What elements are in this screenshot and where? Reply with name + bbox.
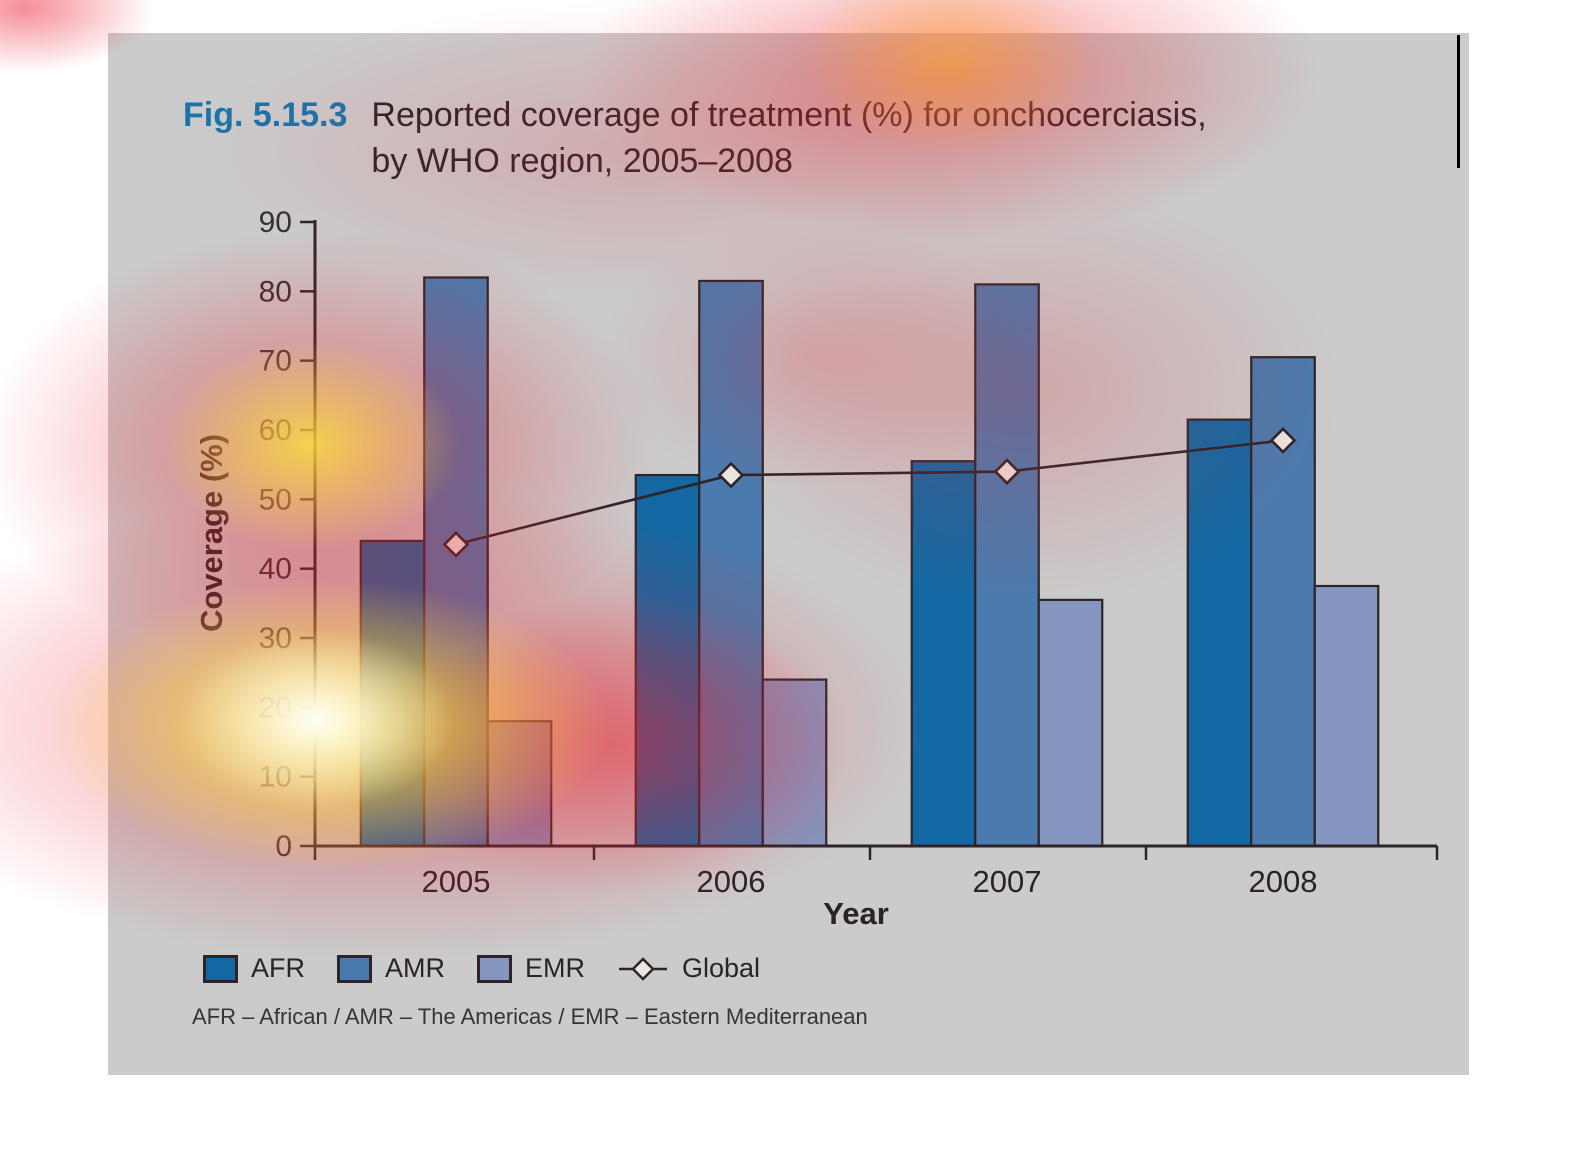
x-tick-label-2006: 2006	[697, 864, 766, 899]
bar-EMR-2006	[761, 678, 828, 848]
legend-item-Global: Global	[617, 953, 760, 984]
legend-swatch-EMR	[477, 954, 512, 983]
y-axis-title: Coverage (%)	[194, 433, 229, 633]
bar-AFR-2005	[359, 539, 426, 848]
y-tick-label-30: 30	[259, 622, 292, 655]
legend-label-AMR: AMR	[385, 953, 445, 983]
y-tick-label-50: 50	[259, 483, 292, 516]
legend-footnote: AFR – African / AMR – The Americas / EMR…	[192, 1004, 868, 1029]
y-tick-label-0: 0	[275, 830, 292, 863]
legend-item-EMR: EMR	[477, 953, 585, 984]
x-tick-label-2008: 2008	[1249, 864, 1318, 899]
legend-item-AFR: AFR	[203, 953, 305, 984]
y-tick-label-60: 60	[259, 414, 292, 447]
legend-label-AFR: AFR	[251, 953, 305, 983]
legend-global-line-icon	[619, 956, 667, 981]
y-tick-label-70: 70	[259, 345, 292, 378]
x-tick-label-2007: 2007	[973, 864, 1042, 899]
y-tick-label-80: 80	[259, 275, 292, 308]
bar-AFR-2008	[1186, 418, 1253, 848]
bar-AFR-2006	[634, 473, 701, 848]
y-tick-label-40: 40	[259, 553, 292, 586]
legend-swatch-AMR	[337, 954, 372, 983]
legend-label-Global: Global	[682, 953, 761, 983]
x-axis-title: Year	[823, 896, 889, 931]
chart-legend: AFR AMR EMR Global	[203, 953, 760, 984]
bar-AFR-2007	[910, 460, 977, 848]
y-tick-label-20: 20	[259, 691, 292, 724]
bar-EMR-2007	[1037, 598, 1104, 848]
legend-item-AMR: AMR	[337, 953, 445, 984]
global-line	[455, 439, 1284, 546]
legend-label-EMR: EMR	[525, 953, 585, 983]
bar-AMR-2007	[974, 283, 1040, 848]
y-tick-label-90: 90	[259, 206, 292, 239]
y-tick-label-10: 10	[259, 761, 292, 794]
bar-AMR-2006	[698, 279, 764, 848]
bar-EMR-2005	[486, 720, 553, 848]
bar-EMR-2008	[1313, 584, 1380, 848]
x-tick-label-2005: 2005	[422, 864, 491, 899]
legend-swatch-AFR	[203, 954, 238, 983]
bar-AMR-2005	[423, 276, 489, 848]
